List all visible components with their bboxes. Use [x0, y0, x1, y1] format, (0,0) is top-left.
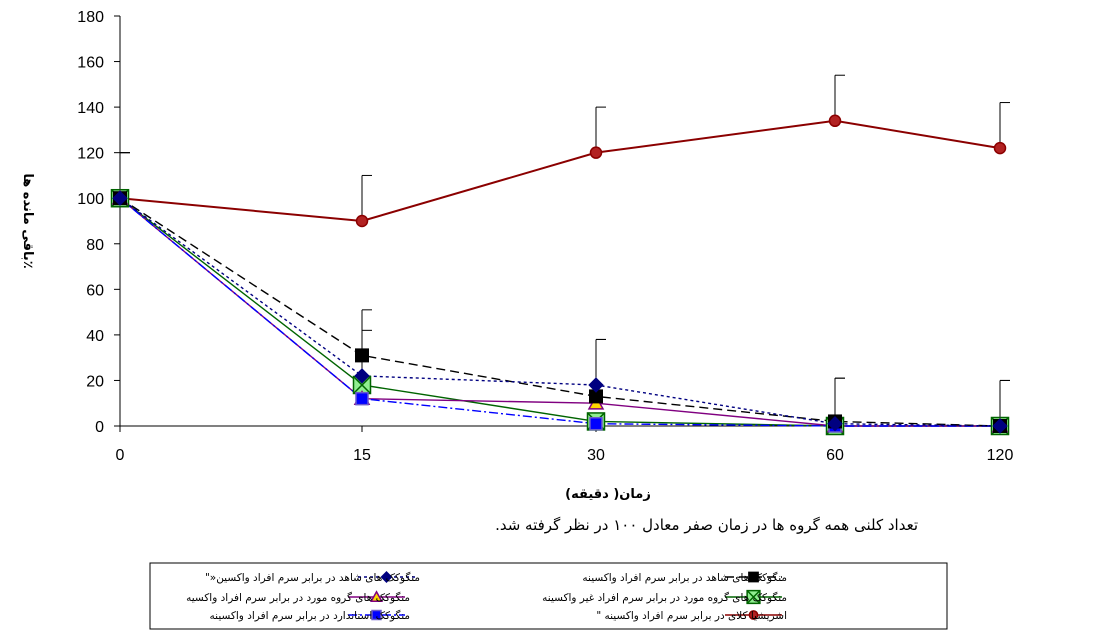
- legend-item: اشریشیا کلای در برابر سرم افراد واکسینه …: [596, 610, 787, 622]
- legend-box: [149, 562, 948, 630]
- data-point: [352, 375, 372, 395]
- legend-label: منگوکک های شاهد در برابر سرم افراد واکسی…: [205, 571, 420, 584]
- series-line: [119, 197, 1000, 427]
- data-point: [748, 571, 759, 583]
- legend-item: منگوکک های شاهد در برابر سرم افراد واکسی…: [582, 571, 787, 584]
- y-tick-label: 20: [86, 373, 104, 390]
- data-point: [827, 416, 843, 432]
- error-bar: [834, 377, 845, 422]
- y-axis-title: باقی مانده ها٪: [20, 173, 35, 268]
- legend-item: منگوکک استاندارد در برابر سرم افراد واکس…: [210, 609, 410, 622]
- data-point: [355, 348, 369, 363]
- legend-item: منگوکک های شاهد در برابر سرم افراد واکسی…: [205, 571, 420, 584]
- y-tick-label: 160: [77, 55, 104, 72]
- error-bar: [361, 309, 372, 356]
- y-tick-label: 140: [77, 100, 104, 117]
- series-markers: [110, 114, 1010, 436]
- error-bar: [595, 106, 606, 153]
- legend-label: منگوکک های گروه مورد در برابر سرم افراد …: [186, 591, 410, 604]
- y-ticks: 0 20 40 60 80 100 120 140 160 180: [77, 9, 120, 436]
- data-point: [588, 377, 604, 393]
- series-line: [119, 197, 1000, 427]
- chart-note: تعداد کلنی همه گروه ها در زمان صفر معادل…: [495, 516, 918, 534]
- series-line: [119, 197, 1001, 427]
- x-tick-label: 0: [116, 447, 125, 464]
- y-tick-label: 60: [86, 282, 104, 299]
- data-point: [828, 114, 842, 128]
- legend: منگوکک های شاهد در برابر سرم افراد واکسی…: [149, 562, 948, 630]
- axes: [119, 16, 1000, 427]
- legend-item: منگوکک های گروه مورد در برابر سرم افراد …: [186, 590, 410, 604]
- data-point: [380, 571, 393, 583]
- data-point: [112, 190, 128, 206]
- data-point: [589, 416, 603, 431]
- y-tick-label: 40: [86, 328, 104, 345]
- x-tick-label: 60: [826, 447, 844, 464]
- y-tick-label: 120: [77, 146, 104, 163]
- y-tick-label: 100: [77, 191, 104, 208]
- error-bar: [595, 338, 606, 385]
- legend-label: منگوکک های گروه مورد در برابر سرم افراد …: [542, 591, 787, 604]
- data-point: [993, 141, 1007, 155]
- data-point: [992, 418, 1008, 434]
- error-bars: [119, 74, 1010, 426]
- legend-label: اشریشیا کلای در برابر سرم افراد واکسینه …: [596, 610, 787, 622]
- x-tick-label: 120: [987, 447, 1014, 464]
- data-point: [369, 590, 384, 602]
- y-tick-label: 80: [86, 237, 104, 254]
- error-bar: [834, 74, 845, 121]
- legend-item: منگوکک های گروه مورد در برابر سرم افراد …: [542, 589, 787, 605]
- series-line: [119, 119, 1001, 223]
- series-line: [119, 197, 1001, 427]
- y-tick-label: 0: [95, 419, 104, 436]
- data-point: [589, 146, 603, 159]
- data-point: [371, 609, 382, 621]
- legend-label: منگوکک استاندارد در برابر سرم افراد واکس…: [210, 609, 410, 622]
- error-bar: [999, 102, 1010, 149]
- x-tick-label: 30: [587, 447, 605, 464]
- y-tick-label: 180: [77, 9, 104, 26]
- legend-label: منگوکک های شاهد در برابر سرم افراد واکسی…: [582, 571, 787, 584]
- data-point: [746, 589, 761, 605]
- data-point: [355, 214, 369, 228]
- x-tick-label: 15: [353, 447, 371, 464]
- x-ticks: 0 15 30 60 120: [116, 426, 1014, 464]
- series-line: [119, 197, 1000, 427]
- data-point: [355, 391, 369, 406]
- data-point: [748, 610, 759, 620]
- series-lines: [119, 119, 1001, 427]
- x-axis-title: زمان( دقیقه): [565, 487, 651, 502]
- error-bar: [361, 174, 372, 221]
- data-point: [354, 368, 370, 384]
